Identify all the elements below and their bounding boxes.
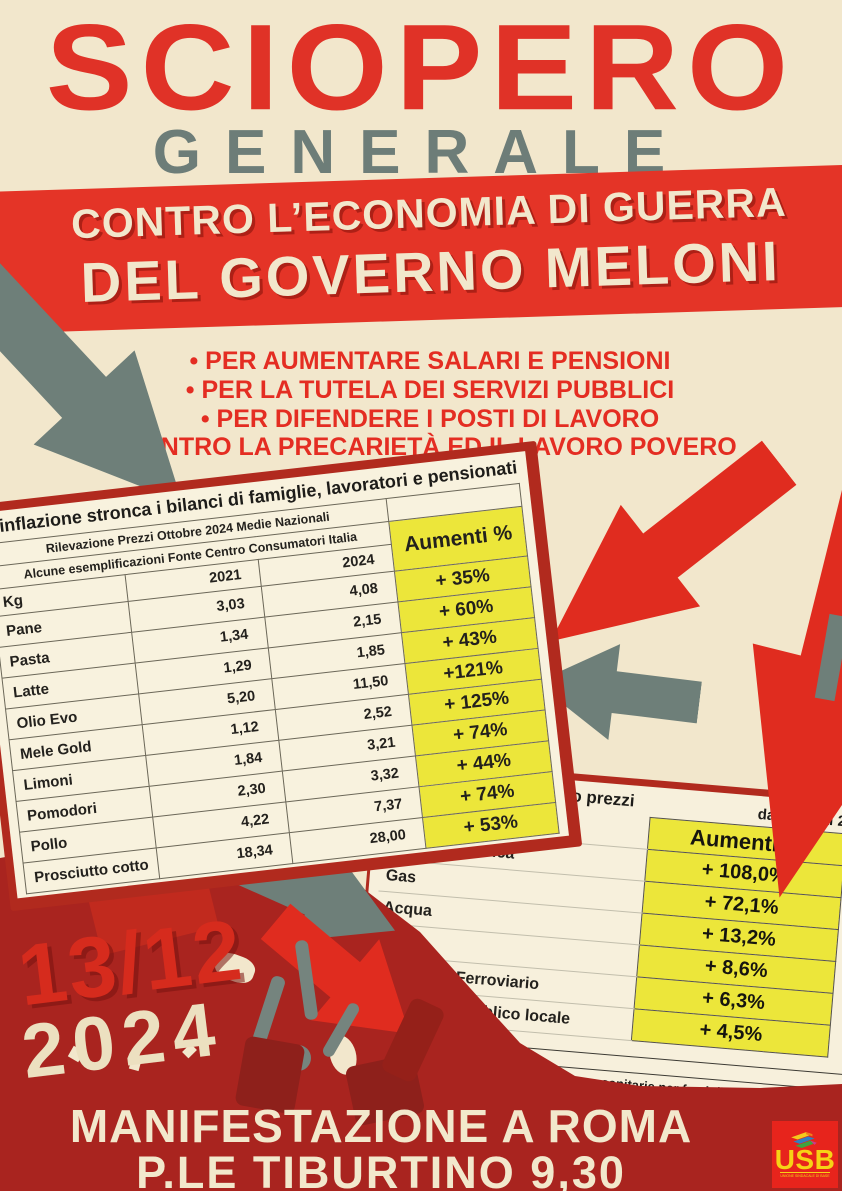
bullet-item: • PER LA TUTELA DEI SERVIZI PUBBLICI: [185, 375, 675, 404]
inflation-table: Rilevazione Prezzi Ottobre 2024 Medie Na…: [0, 483, 560, 895]
footer-location: MANIFESTAZIONE A ROMA P.LE TIBURTINO 9,3…: [0, 1103, 762, 1191]
banner: CONTRO L’ECONOMIA DI GUERRA DEL GOVERNO …: [0, 163, 842, 335]
usb-flags-icon: [791, 1131, 817, 1148]
bullet-item: • PER AUMENTARE SALARI E PENSIONI: [189, 347, 671, 375]
footer-line1: MANIFESTAZIONE A ROMA: [69, 1100, 693, 1152]
usb-acronym: USB: [774, 1143, 836, 1175]
bullet-item: • PER DIFENDERE I POSTI DI LAVORO: [200, 404, 660, 433]
inflation-sheet: L’inflazione stronca i bilanci di famigl…: [0, 440, 583, 912]
footer-line2: P.LE TIBURTINO 9,30: [136, 1147, 626, 1191]
usb-logo: USB UNIONE SINDACALE DI BASE: [772, 1121, 838, 1188]
poster-title: SCIOPERO: [45, 0, 797, 136]
usb-full-name: UNIONE SINDACALE DI BASE: [780, 1172, 830, 1179]
